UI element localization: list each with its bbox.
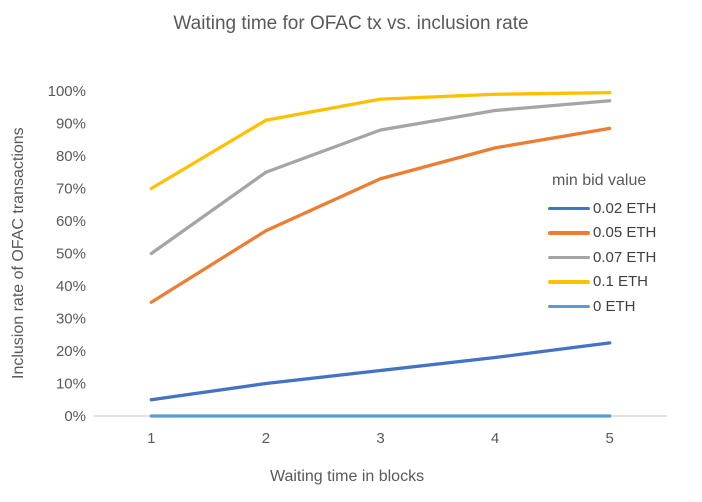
legend-label: 0.02 ETH	[593, 199, 657, 217]
legend-items: 0.02 ETH 0.05 ETH 0.07 ETH 0.1 ETH 0 ETH	[548, 196, 656, 319]
y-tick-label: 20%	[56, 343, 86, 360]
legend-marker-icon	[548, 304, 590, 308]
legend: min bid value 0.02 ETH 0.05 ETH 0.07 ETH 0.…	[548, 172, 656, 319]
x-axis-title: Waiting time in blocks	[269, 468, 425, 485]
y-tick-label: 50%	[56, 246, 86, 263]
series-line-0-05-eth	[149, 126, 612, 304]
legend-label: 0.1 ETH	[593, 273, 649, 291]
series-line-0-02-eth	[149, 341, 612, 402]
chart-title: Waiting time for OFAC tx vs. inclusion r…	[173, 13, 529, 34]
y-tick-label: 0%	[64, 408, 86, 425]
y-tick-label: 90%	[56, 116, 86, 133]
y-tick-label: 30%	[56, 311, 86, 328]
legend-marker-icon	[548, 255, 590, 259]
legend-marker-icon	[548, 206, 590, 210]
legend-item: 0.02 ETH	[548, 196, 656, 221]
y-tick-label: 40%	[56, 278, 86, 295]
x-tick-label: 4	[491, 430, 499, 447]
legend-label: 0.07 ETH	[593, 248, 657, 266]
y-tick-label: 70%	[56, 181, 86, 198]
legend-title: min bid value	[552, 172, 647, 189]
legend-item: 0.05 ETH	[548, 221, 656, 246]
legend-marker-icon	[548, 231, 590, 235]
legend-marker-icon	[548, 280, 590, 284]
series-line-0-1-eth	[149, 90, 612, 191]
x-tick-label: 1	[147, 430, 155, 447]
legend-label: 0.05 ETH	[593, 224, 657, 242]
y-tick-label: 100%	[48, 83, 86, 100]
legend-item: 0 ETH	[548, 294, 656, 319]
series-line-0-07-eth	[149, 99, 612, 256]
legend-label: 0 ETH	[593, 297, 636, 315]
y-tick-label: 80%	[56, 148, 86, 165]
y-tick-label: 10%	[56, 376, 86, 393]
x-tick-label: 2	[262, 430, 270, 447]
legend-item: 0.07 ETH	[548, 245, 656, 270]
x-tick-label: 5	[606, 430, 614, 447]
legend-item: 0.1 ETH	[548, 270, 656, 295]
y-tick-label: 60%	[56, 213, 86, 230]
x-tick-label: 3	[376, 430, 384, 447]
